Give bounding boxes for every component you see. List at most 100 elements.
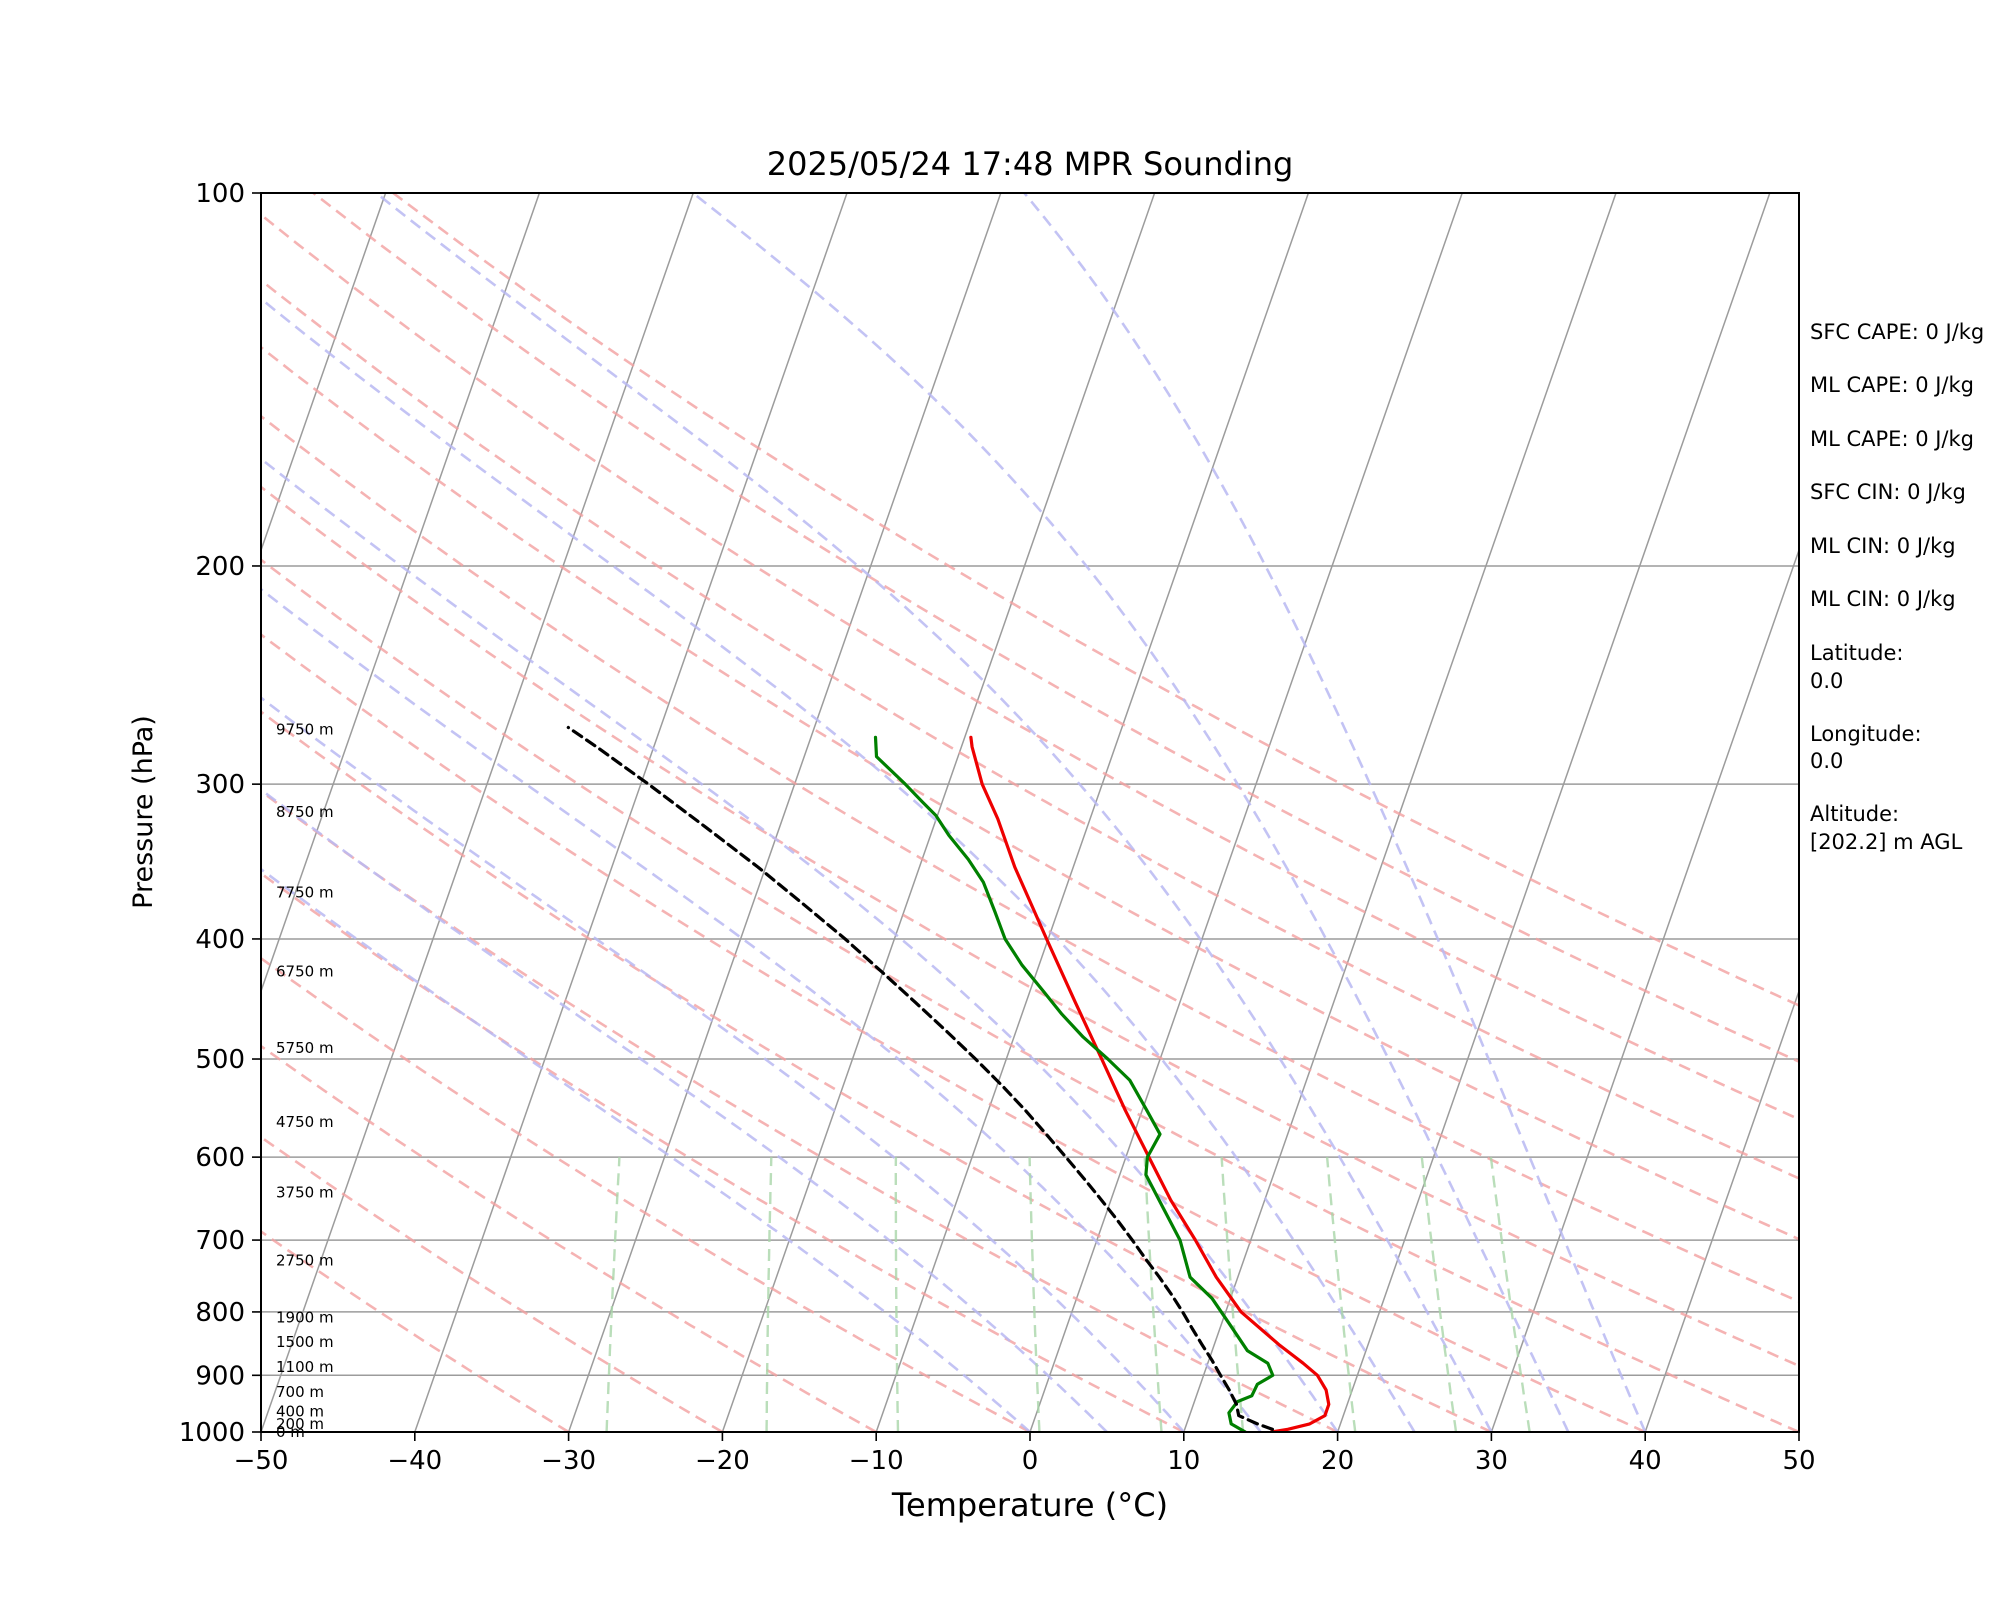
height-label: 1500 m (276, 1333, 334, 1351)
y-axis-label: Pressure (hPa) (128, 715, 159, 909)
mixing-ratio-4 (1028, 1157, 1041, 1433)
moist-adiabat-20 (260, 456, 1339, 1433)
height-label: 7750 m (276, 884, 334, 902)
x-tick-label: −10 (849, 1446, 904, 1476)
background-lines (0, 193, 1800, 1433)
mixing-ratio-16 (1325, 1156, 1357, 1433)
moist-adiabat-15 (260, 586, 1262, 1433)
x-tick-label: 30 (1475, 1446, 1508, 1476)
y-tick-label: 200 (195, 552, 245, 582)
longitude-label: Longitude: (1810, 722, 1922, 746)
mixing-ratio-7 (1143, 1157, 1163, 1433)
height-label: 4750 m (276, 1113, 334, 1131)
mixing-ratio-0.4 (605, 1157, 621, 1433)
dry-adiabat-30 (260, 709, 1492, 1433)
isotherm--50 (260, 193, 694, 1433)
y-tick-label: 500 (195, 1045, 245, 1075)
height-label: 200 m (276, 1415, 324, 1433)
moist-adiabat-30 (375, 193, 1493, 1433)
ml-cin-text-2: ML CIN: 0 J/kg (1810, 587, 1956, 611)
plot-frame (260, 192, 1800, 1433)
height-label: 5750 m (276, 1039, 334, 1057)
y-tick-label: 1000 (179, 1418, 245, 1448)
dry-adiabat-20 (260, 788, 1339, 1433)
x-tick-label: −50 (234, 1446, 289, 1476)
altitude-label: Altitude: (1810, 802, 1899, 826)
x-tick-label: 0 (1022, 1446, 1039, 1476)
dry-adiabat-10 (260, 871, 1185, 1433)
x-tick-label: 20 (1321, 1446, 1354, 1476)
isotherm-20 (1336, 193, 1771, 1433)
isotherm--40 (414, 193, 848, 1433)
height-label: 3750 m (276, 1184, 334, 1202)
temperature-trace (969, 735, 1331, 1433)
latitude-value: 0.0 (1810, 669, 1843, 693)
sfc-cape-text: SFC CAPE: 0 J/kg (1810, 320, 1984, 344)
isotherm-40 (1644, 985, 1800, 1433)
y-tick-label: 100 (195, 179, 245, 209)
x-axis-label: Temperature (°C) (891, 1486, 1168, 1524)
sfc-cin-text: SFC CIN: 0 J/kg (1810, 480, 1966, 504)
moist-adiabat-10 (260, 695, 1185, 1433)
y-tick-label: 900 (195, 1361, 245, 1391)
mixing-ratio-10 (1220, 1157, 1245, 1433)
dry-adiabat-50 (260, 557, 1800, 1433)
dry-adiabat-90 (260, 277, 1800, 1181)
isotherm--20 (721, 193, 1156, 1433)
y-tick-label: 400 (195, 925, 245, 955)
dry-adiabat-80 (260, 344, 1800, 1242)
x-axis-ticks: −50 −40 −30 −20 −10 0 10 20 30 40 50 (234, 1432, 1816, 1476)
dry-adiabat-110 (312, 193, 1800, 1064)
height-label: 700 m (276, 1383, 324, 1401)
moist-adiabat-25 (260, 296, 1416, 1433)
x-tick-label: −20 (695, 1446, 750, 1476)
x-tick-label: −30 (541, 1446, 596, 1476)
isotherm--30 (567, 193, 1002, 1433)
dry-adiabat-60 (260, 484, 1800, 1368)
longitude-value: 0.0 (1810, 749, 1843, 773)
dry-adiabat--10 (260, 1043, 877, 1433)
mixing-ratio-32 (1489, 1156, 1531, 1433)
height-label: 1100 m (276, 1358, 334, 1376)
altitude-value: [202.2] m AGL (1810, 830, 1963, 854)
parcel-trace (566, 725, 1274, 1431)
dewpoint-trace (873, 735, 1275, 1433)
moist-adiabat-35 (692, 193, 1570, 1433)
ml-cape-text-1: ML CAPE: 0 J/kg (1810, 373, 1974, 397)
x-tick-label: 10 (1167, 1446, 1200, 1476)
y-tick-label: 700 (195, 1226, 245, 1256)
chart-title: 2025/05/24 17:48 MPR Sounding (767, 145, 1294, 183)
isotherm-0 (1029, 193, 1463, 1433)
isotherm--70 (260, 193, 387, 556)
height-label: 2750 m (276, 1251, 334, 1269)
y-tick-label: 300 (195, 770, 245, 800)
height-label: 6750 m (276, 963, 334, 981)
isotherm--90 (0, 193, 78, 1432)
mixing-ratio-2 (894, 1157, 900, 1433)
x-tick-label: 40 (1629, 1446, 1662, 1476)
height-label: 1900 m (276, 1308, 334, 1326)
height-label: 400 m (276, 1403, 324, 1421)
moist-adiabat-0 (260, 866, 1031, 1433)
ml-cin-text-1: ML CIN: 0 J/kg (1810, 534, 1956, 558)
height-label: 8750 m (276, 803, 334, 821)
ml-cape-text-2: ML CAPE: 0 J/kg (1810, 427, 1974, 451)
height-label: 9750 m (276, 720, 334, 738)
sounding-info-panel: SFC CAPE: 0 J/kg ML CAPE: 0 J/kg ML CAPE… (1810, 320, 1984, 854)
x-tick-label: −40 (387, 1446, 442, 1476)
y-tick-label: 800 (195, 1298, 245, 1328)
mixing-ratio-1 (765, 1157, 773, 1432)
x-tick-label: 50 (1782, 1446, 1815, 1476)
dry-adiabat-0 (260, 955, 1031, 1433)
isotherm--10 (875, 193, 1310, 1433)
isotherm-30 (1490, 545, 1800, 1433)
isotherm--60 (260, 193, 541, 997)
mixing-ratio-24 (1420, 1156, 1458, 1433)
moist-adiabat-40 (1023, 193, 1647, 1433)
y-tick-label: 600 (195, 1143, 245, 1173)
latitude-label: Latitude: (1810, 641, 1904, 665)
y-axis-ticks: 100 200 300 400 500 600 700 800 900 1000 (179, 179, 261, 1448)
isotherm-10 (1183, 193, 1617, 1433)
